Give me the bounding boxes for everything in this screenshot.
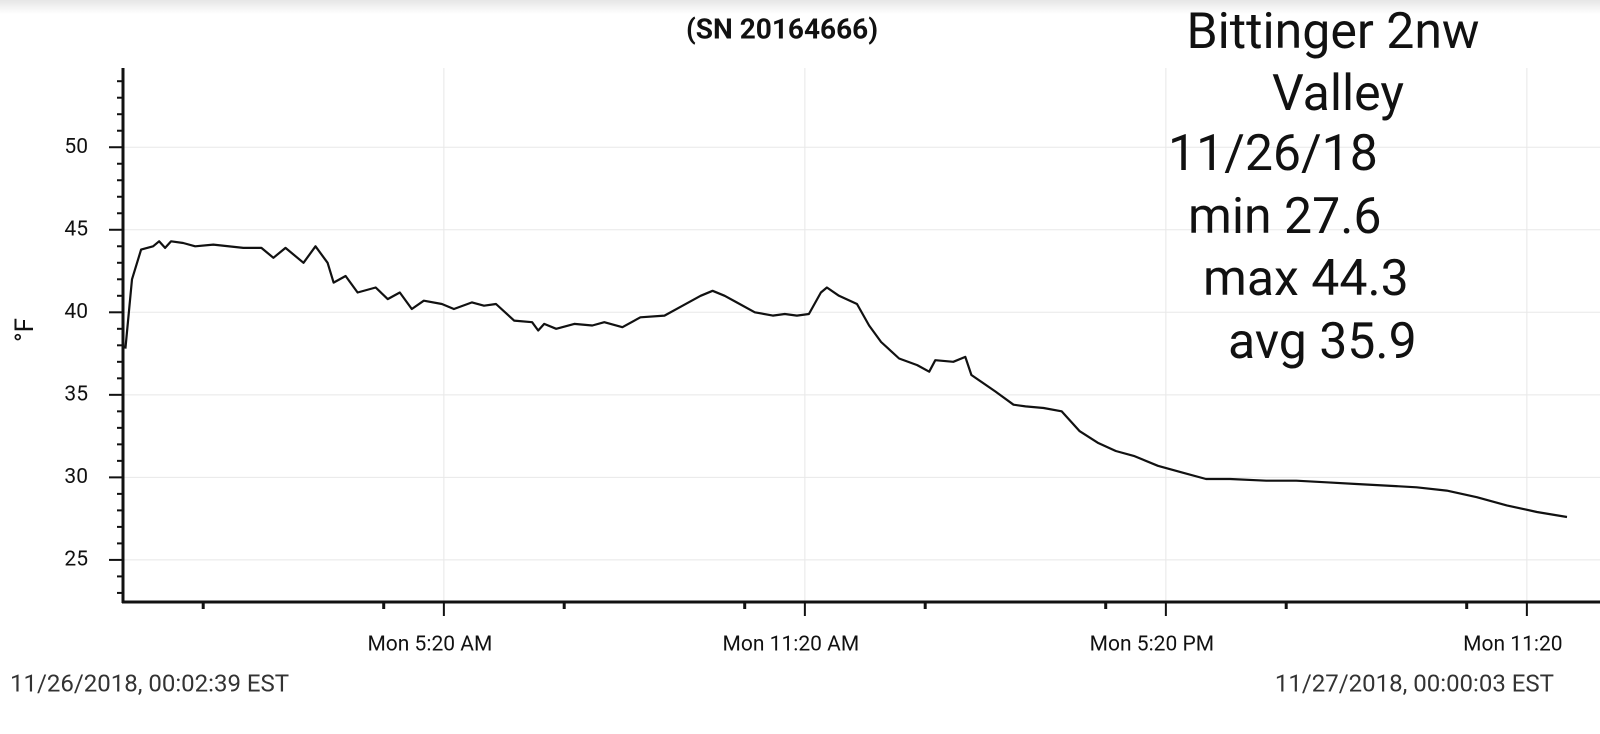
y-tick-label: 30: [64, 465, 88, 489]
x-tick-label: Mon 5:20 PM: [1090, 633, 1214, 657]
x-tick-label: Mon 11:20 AM: [723, 633, 860, 657]
annotation: Bittinger 2nw: [1186, 3, 1479, 61]
series-line: [124, 240, 1568, 519]
chart-title: (SN 20164666): [686, 12, 878, 45]
y-tick-label: 25: [64, 547, 88, 571]
y-tick-label: 45: [64, 217, 88, 241]
x-tick-label: Mon 11:20: [1463, 633, 1562, 657]
footer-end: 11/27/2018, 00:00:03 EST: [1275, 669, 1554, 697]
x-tick-label: Mon 5:20 AM: [367, 633, 492, 657]
footer-start: 11/26/2018, 00:02:39 EST: [10, 669, 289, 697]
header-shade: [0, 0, 1600, 14]
y-axis-label: °F: [10, 318, 40, 342]
y-tick-label: 40: [64, 300, 88, 324]
y-tick-label: 35: [64, 382, 88, 406]
annotation: avg 35.9: [1228, 313, 1417, 371]
annotation: min 27.6: [1188, 188, 1382, 246]
annotation: 11/26/18: [1168, 125, 1378, 183]
annotation: max 44.3: [1203, 250, 1409, 308]
annotation: Valley: [1272, 65, 1404, 123]
y-tick-label: 50: [64, 135, 88, 159]
